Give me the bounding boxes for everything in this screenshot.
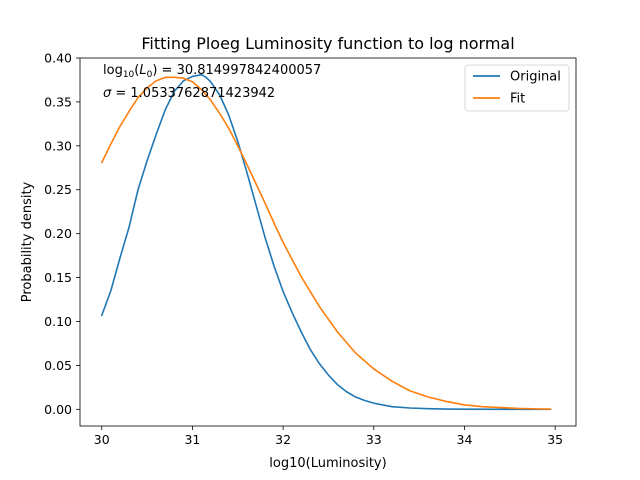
x-tick-label: 34	[457, 432, 473, 447]
x-tick-label: 33	[366, 432, 382, 447]
series-layer	[100, 73, 552, 411]
x-axis-label: log10(Luminosity)	[269, 456, 386, 471]
y-tick-label: 0.30	[44, 138, 72, 153]
y-tick-label: 0.10	[44, 314, 72, 329]
y-tick-label: 0.25	[44, 182, 72, 197]
y-ticks: 0.00 0.05 0.10 0.15 0.20 0.25 0.30 0.35 0.40	[44, 51, 80, 417]
series-line-original	[100, 73, 552, 411]
y-tick-label: 0.05	[44, 358, 72, 373]
legend-label-fit: Fit	[510, 92, 525, 107]
legend: Original Fit	[464, 64, 570, 112]
annotation-text: σ = 1.0533762871423942	[103, 86, 275, 101]
y-tick-label: 0.40	[44, 51, 72, 66]
x-tick-label: 32	[275, 432, 291, 447]
legend-label-original: Original	[510, 70, 561, 85]
series-line-fit	[100, 76, 552, 410]
x-ticks: 30 31 32 33 34 35	[94, 426, 563, 447]
y-tick-label: 0.00	[44, 402, 72, 417]
x-tick-label: 30	[94, 432, 110, 447]
x-tick-label: 35	[547, 432, 563, 447]
axes-frame	[79, 57, 577, 427]
chart-title: Fitting Ploeg Luminosity function to log…	[141, 34, 514, 53]
annotations: log10(L0) = 30.814997842400057 σ = 1.0533…	[103, 63, 321, 101]
y-tick-label: 0.35	[44, 94, 72, 109]
y-tick-label: 0.20	[44, 226, 72, 241]
plot-area: 30 31 32 33 34 35 0.00 0.05 0.10 0.15 0.20 0.25 0.3…	[44, 51, 577, 447]
annotation-text: log10(L0) = 30.814997842400057	[103, 63, 321, 80]
legend-items: Original Fit	[473, 70, 561, 107]
y-tick-label: 0.15	[44, 270, 72, 285]
y-axis-label: Probability density	[20, 181, 35, 302]
x-tick-label: 31	[184, 432, 200, 447]
